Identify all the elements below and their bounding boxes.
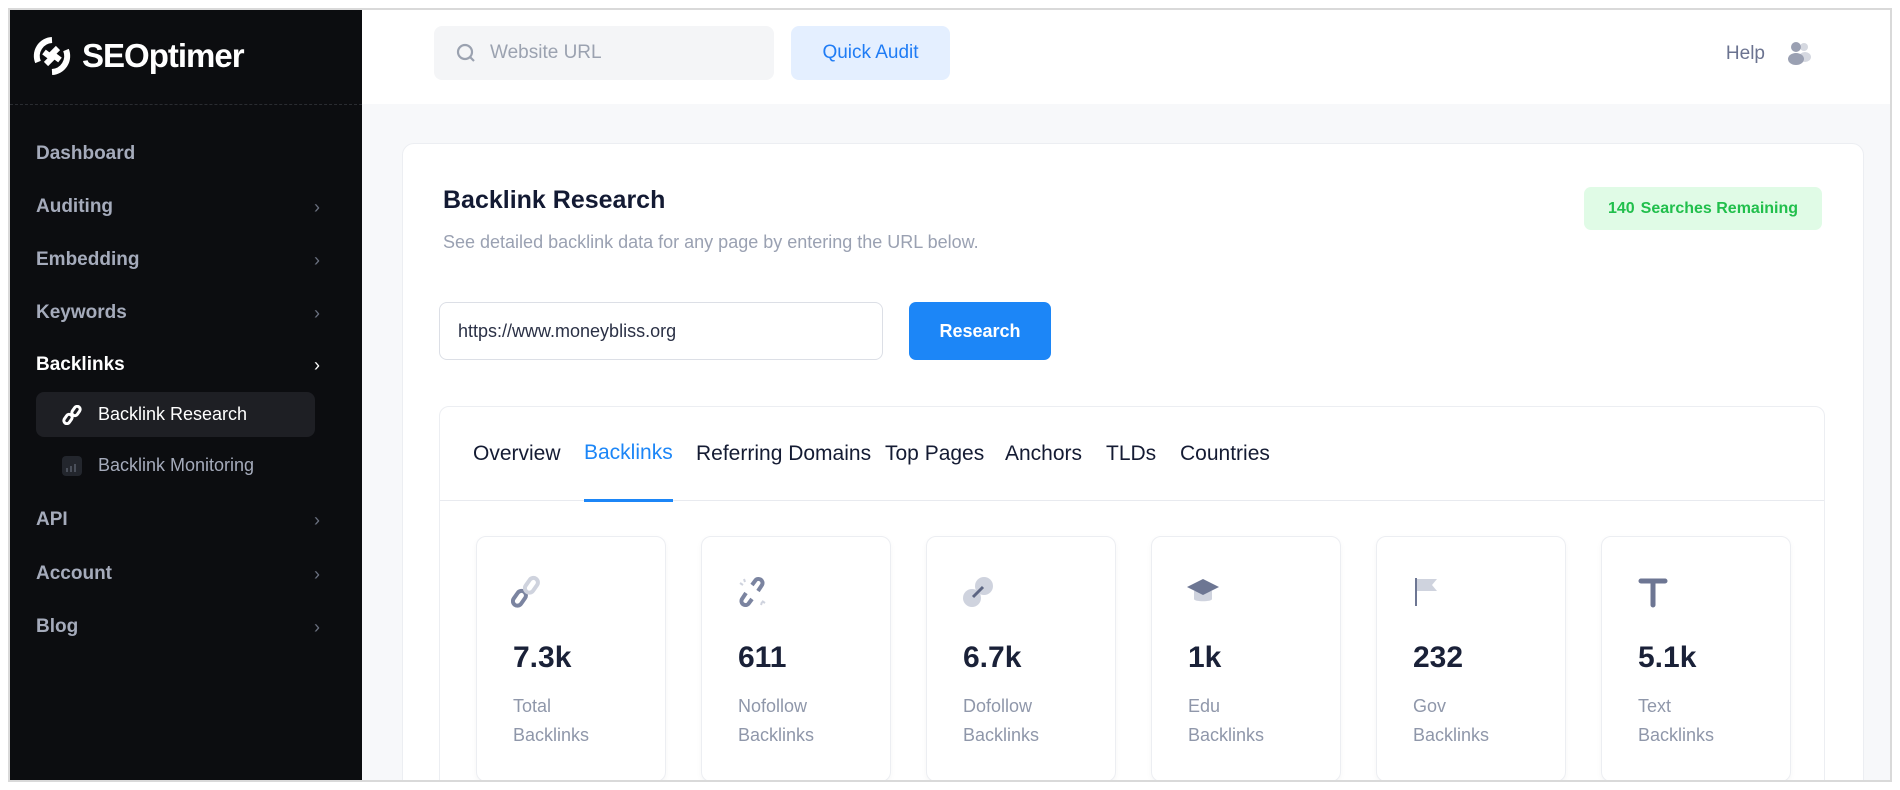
sidebar-item-account[interactable]: Account › [36,556,326,592]
sidebar-item-auditing[interactable]: Auditing › [36,189,326,225]
stat-value: 5.1k [1638,641,1697,674]
brand-name: SEOptimer [82,37,245,74]
stat-value: 232 [1413,641,1464,674]
sidebar-item-backlinks[interactable]: Backlinks › [36,347,326,383]
sidebar-item-label: Backlink Research [98,404,248,424]
sidebar: SEOptimer Dashboard Auditing › Embedding ›… [10,10,362,780]
chevron-right-icon: › [314,616,320,637]
stat-label: Nofollow Backlinks [738,696,815,745]
stat-label: Gov Backlinks [1413,696,1490,745]
searches-remaining-badge: 140 Searches Remaining [1584,187,1822,230]
sidebar-item-label: Backlink Monitoring [98,455,255,475]
backlink-research-card: Backlink Research See detailed backlink … [402,143,1864,780]
link-icon [511,575,540,608]
broken-link-icon [739,577,766,607]
top-bar: Website URL Quick Audit Help [362,10,1890,104]
badge-label: Searches Remaining [1640,199,1799,217]
tab-referring-domains[interactable]: Referring Domains [696,442,872,465]
sidebar-item-backlink-monitoring[interactable]: Backlink Monitoring [36,443,315,488]
chevron-right-icon: › [314,249,320,270]
search-icon [456,43,475,62]
stat-label: Text Backlinks [1638,696,1715,745]
stat-value: 6.7k [963,641,1022,674]
results-panel: Overview Backlinks Referring Domains Top… [439,406,1825,780]
sidebar-item-label: Dashboard [36,143,136,164]
url-value: https://www.moneybliss.org [458,320,677,341]
stat-label: Total Backlinks [513,696,590,745]
tab-countries[interactable]: Countries [1180,442,1270,465]
chevron-right-icon: › [314,563,320,584]
divider [10,104,362,105]
text-icon [1638,578,1668,608]
page-title: Backlink Research [443,186,666,214]
research-button[interactable]: Research [909,302,1051,360]
chevron-right-icon: › [314,354,320,375]
stat-card-text: 5.1k Text Backlinks [1601,536,1791,780]
stat-value: 611 [738,641,787,674]
sidebar-item-label: API [36,509,68,530]
stat-card-nofollow: 611 Nofollow Backlinks [701,536,891,780]
stat-card-total: 7.3k Total Backlinks [476,536,666,780]
stat-card-edu: 1k Edu Backlinks [1151,536,1341,780]
sidebar-item-embedding[interactable]: Embedding › [36,242,326,278]
sidebar-item-label: Blog [36,616,79,637]
user-icon[interactable] [1786,40,1812,66]
tab-bar: Overview Backlinks Referring Domains Top… [440,407,1824,502]
chevron-right-icon: › [314,302,320,323]
stat-value: 7.3k [513,641,572,674]
gear-logo-icon [33,37,71,75]
badge-count: 140 [1607,199,1635,217]
sidebar-item-keywords[interactable]: Keywords › [36,295,326,331]
graduation-cap-icon [1187,579,1219,602]
stat-value: 1k [1188,641,1222,674]
sidebar-item-label: Account [36,563,112,584]
flag-icon [1415,578,1437,606]
logo[interactable]: SEOptimer [30,34,245,78]
tab-anchors[interactable]: Anchors [1005,442,1083,465]
sidebar-item-api[interactable]: API › [36,502,326,538]
stat-label: Edu Backlinks [1188,696,1265,745]
sidebar-item-label: Keywords [36,302,127,323]
link-icon [963,577,993,607]
url-input[interactable]: https://www.moneybliss.org [439,302,883,360]
stat-label: Dofollow Backlinks [963,696,1040,745]
tab-overview[interactable]: Overview [473,442,561,465]
chart-icon [62,455,82,476]
sidebar-item-label: Auditing [36,196,114,217]
sidebar-item-label: Backlinks [36,354,125,375]
app-window: SEOptimer Dashboard Auditing › Embedding ›… [8,8,1892,782]
website-url-input[interactable]: Website URL [434,26,774,80]
chevron-right-icon: › [314,196,320,217]
page-subtitle: See detailed backlink data for any page … [443,232,979,252]
quick-audit-button[interactable]: Quick Audit [791,26,950,80]
search-placeholder: Website URL [490,42,602,63]
chevron-right-icon: › [314,509,320,530]
sidebar-item-backlink-research[interactable]: Backlink Research [36,392,315,437]
stat-card-dofollow: 6.7k Dofollow Backlinks [926,536,1116,780]
help-link[interactable]: Help [1725,43,1765,64]
sidebar-item-blog[interactable]: Blog › [36,609,326,645]
sidebar-item-dashboard[interactable]: Dashboard [36,136,326,172]
tab-top-pages[interactable]: Top Pages [885,442,985,465]
link-icon [62,404,82,425]
sidebar-item-label: Embedding [36,249,140,270]
tab-backlinks[interactable]: Backlinks [584,407,673,502]
tab-tlds[interactable]: TLDs [1106,442,1157,465]
stat-card-gov: 232 Gov Backlinks [1376,536,1566,780]
